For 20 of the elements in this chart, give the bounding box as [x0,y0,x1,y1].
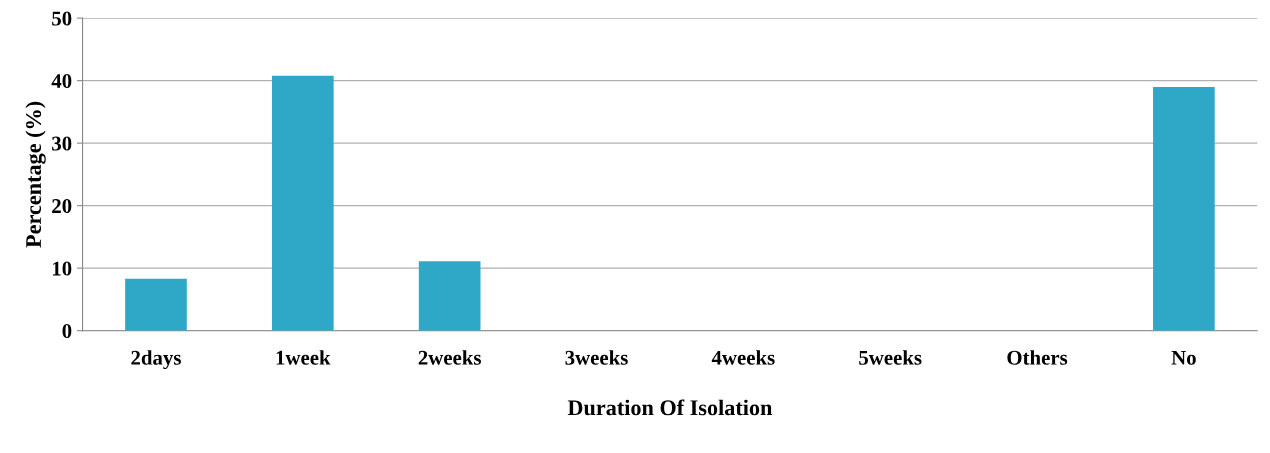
bar [1153,86,1215,331]
x-tick-label: 2weeks [418,350,481,365]
y-tick-label: 0 [62,324,72,339]
bar [271,75,334,331]
x-tick-label: 4weeks [711,350,775,365]
y-axis-title: Percentage (%) [25,101,46,248]
x-tick-label: Others [1007,350,1068,365]
y-tick-label: 20 [52,199,72,214]
y-tick-label: 10 [52,261,72,276]
x-tick-label: 3weeks [565,350,628,365]
x-tick-label: 1week [276,350,331,365]
x-tick-label: 5weeks [859,350,922,365]
bar [418,261,481,331]
y-tick-label: 30 [52,136,72,151]
bar [125,278,187,331]
y-tick-label: 40 [51,74,72,89]
x-axis-title: Duration Of Isolation [567,399,773,416]
x-tick-label: 2days [131,350,181,370]
y-tick-label: 50 [52,11,72,26]
x-tick-label: No [1171,350,1196,365]
